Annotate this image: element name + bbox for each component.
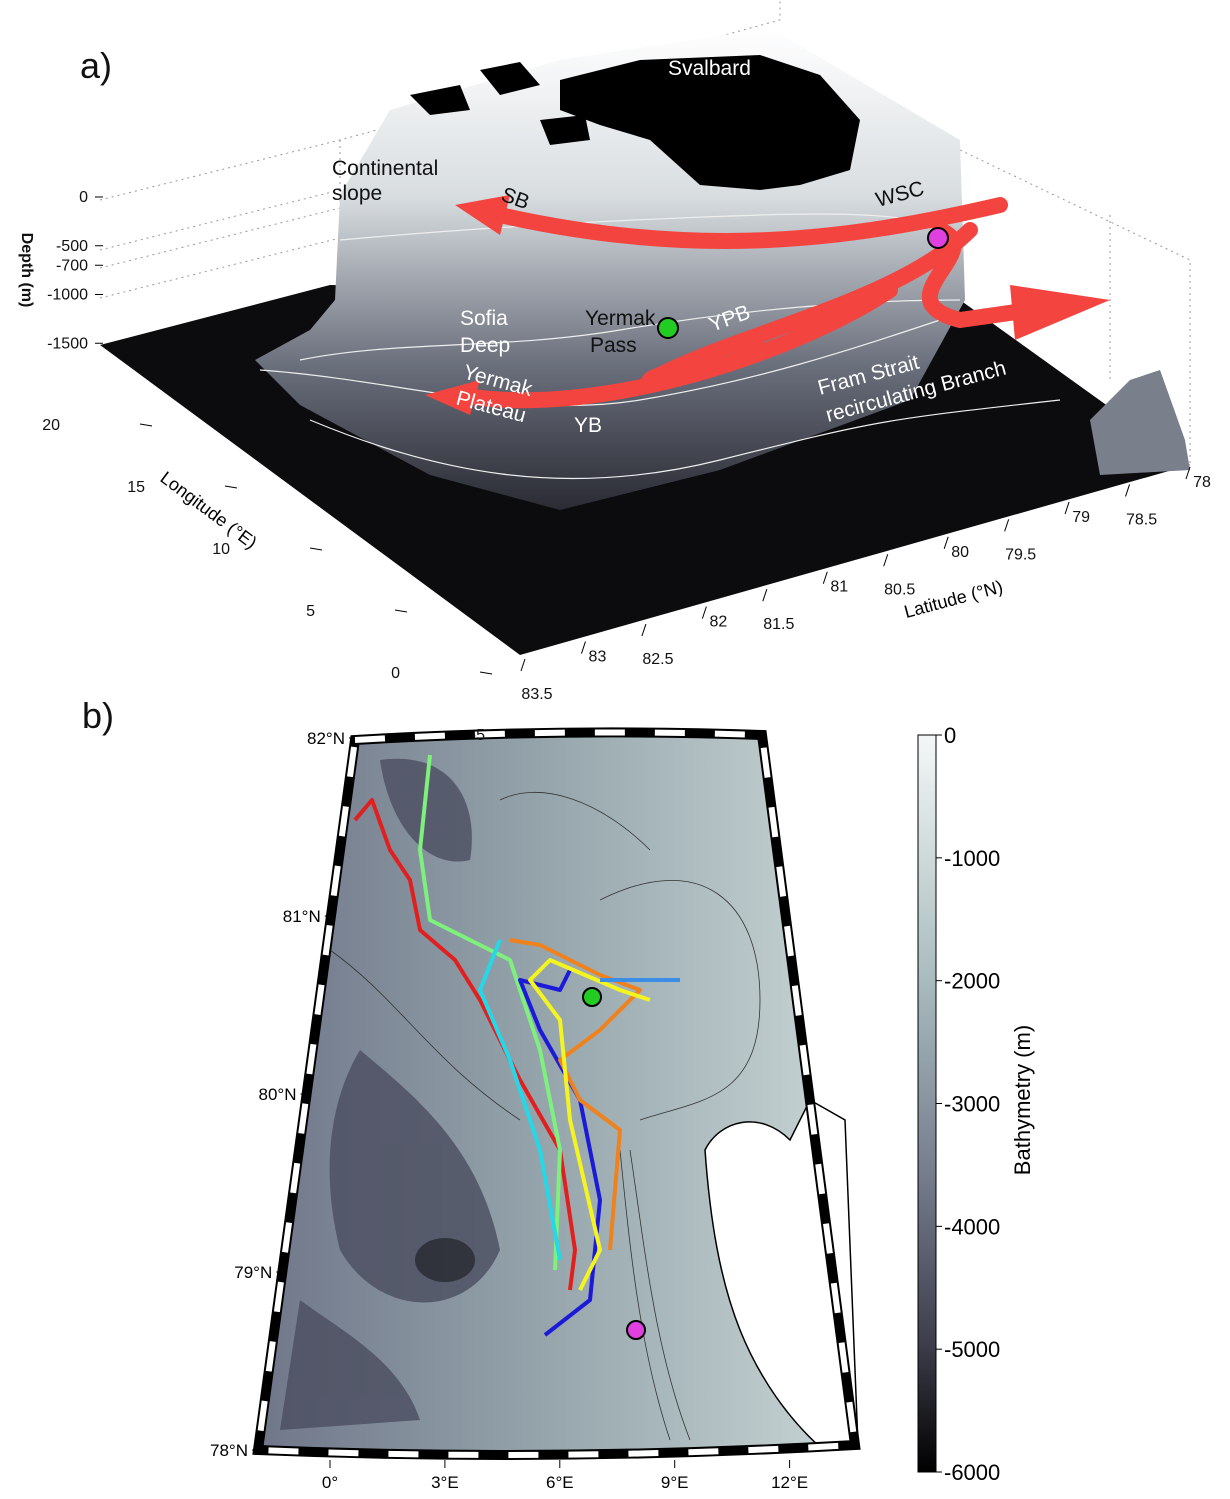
longitude-tick-label: 5 [306, 603, 315, 620]
latitude-tick-label: 81°N [283, 907, 321, 926]
longitude-tick-label: -5 [471, 727, 485, 744]
annotation: Svalbard [668, 57, 751, 80]
tick-mark [1125, 484, 1131, 497]
panel-label: b) [82, 695, 114, 736]
depth-tick-label: 0 [79, 189, 88, 206]
axis-title: Depth (m) [18, 233, 35, 308]
tick-mark [309, 547, 323, 551]
tick-mark [883, 554, 889, 567]
longitude-tick-label: 9°E [661, 1473, 689, 1492]
arrow-heads [425, 195, 1110, 415]
latitude-tick-label: 82°N [307, 729, 345, 748]
tick-mark [139, 423, 153, 427]
depth-tick-label: -700 [56, 257, 88, 274]
longitude-tick-label: 15 [127, 479, 145, 496]
mooring-marker [927, 227, 949, 249]
tick-mark [943, 536, 949, 549]
colorbar [917, 734, 937, 1473]
tick-mark [701, 606, 707, 619]
colorbar-tick-label: -3000 [944, 1092, 1000, 1117]
latitude-tick-label: 80 [951, 544, 969, 561]
depth-tick-label: -1000 [47, 287, 88, 304]
annotation: Pass [590, 334, 637, 357]
latitude-tick-label: 78 [1193, 474, 1211, 491]
tick-mark [1004, 519, 1010, 532]
latitude-tick-label: 78.5 [1126, 511, 1157, 528]
svalbard-land [410, 55, 860, 190]
tick-mark [394, 609, 408, 613]
axis-title: Longitude (°E) [157, 467, 261, 552]
tick-mark [479, 671, 493, 675]
colorbar-tick-label: -5000 [944, 1337, 1000, 1362]
longitude-tick-label: 20 [42, 417, 60, 434]
latitude-tick-label: 81.5 [763, 616, 794, 633]
latitude-tick-label: 79°N [234, 1263, 272, 1282]
depth-tick-label: -1500 [47, 335, 88, 352]
longitude-tick-label: 12°E [771, 1473, 808, 1492]
annotation: slope [332, 182, 382, 205]
annotation: Sofia [460, 307, 508, 330]
map-contours [329, 792, 761, 1441]
longitude-tick-label: 6°E [546, 1473, 574, 1492]
longitude-tick-label: 3°E [431, 1473, 459, 1492]
latitude-tick-label: 79.5 [1005, 546, 1036, 563]
colorbar-title: Bathymetry (m) [1010, 1025, 1035, 1175]
latitude-tick-label: 82 [709, 614, 727, 631]
latitude-tick-label: 83.5 [521, 686, 552, 703]
latitude-tick-label: 80°N [259, 1085, 297, 1104]
latitude-tick-label: 78°N [210, 1441, 248, 1460]
longitude-tick-label: 0° [322, 1473, 338, 1492]
longitude-tick-label: 0 [391, 665, 400, 682]
colorbar-tick-label: -6000 [944, 1460, 1000, 1485]
colorbar-tick-label: 0 [944, 723, 956, 748]
tick-mark [762, 589, 768, 602]
latitude-tick-label: 79 [1072, 509, 1090, 526]
tick-mark [580, 641, 586, 654]
current-arrows [452, 197, 1038, 409]
latitude-tick-label: 82.5 [642, 651, 673, 668]
annotation: Continental [332, 157, 438, 180]
depth-tick-label: -500 [56, 238, 88, 255]
colorbar-tick-label: -1000 [944, 846, 1000, 871]
panel-label: a) [80, 45, 112, 86]
latitude-tick-label: 83 [589, 649, 607, 666]
longitude-tick-label: 10 [212, 541, 230, 558]
tick-mark [641, 623, 647, 637]
drifter-tracks [353, 754, 680, 1337]
deployment-marker [582, 987, 602, 1007]
latitude-tick-label: 81 [830, 579, 848, 596]
tick-mark [822, 571, 828, 584]
annotation: Deep [460, 334, 510, 357]
tick-mark [520, 658, 526, 672]
tick-mark [224, 485, 238, 489]
annotation: YB [574, 414, 602, 437]
colorbar-tick-label: -2000 [944, 969, 1000, 994]
deployment-marker [657, 317, 679, 339]
tick-mark [1064, 501, 1070, 515]
map-frame-ticks [254, 729, 859, 1458]
mooring-marker [626, 1320, 646, 1340]
ridge [1090, 370, 1190, 475]
tick-mark [564, 733, 578, 737]
annotation: Yermak [585, 307, 656, 330]
colorbar-tick-label: -4000 [944, 1214, 1000, 1239]
latitude-tick-label: 80.5 [884, 581, 915, 598]
axis-title: Latitude (°N) [902, 576, 1005, 622]
tick-mark [1185, 466, 1191, 480]
